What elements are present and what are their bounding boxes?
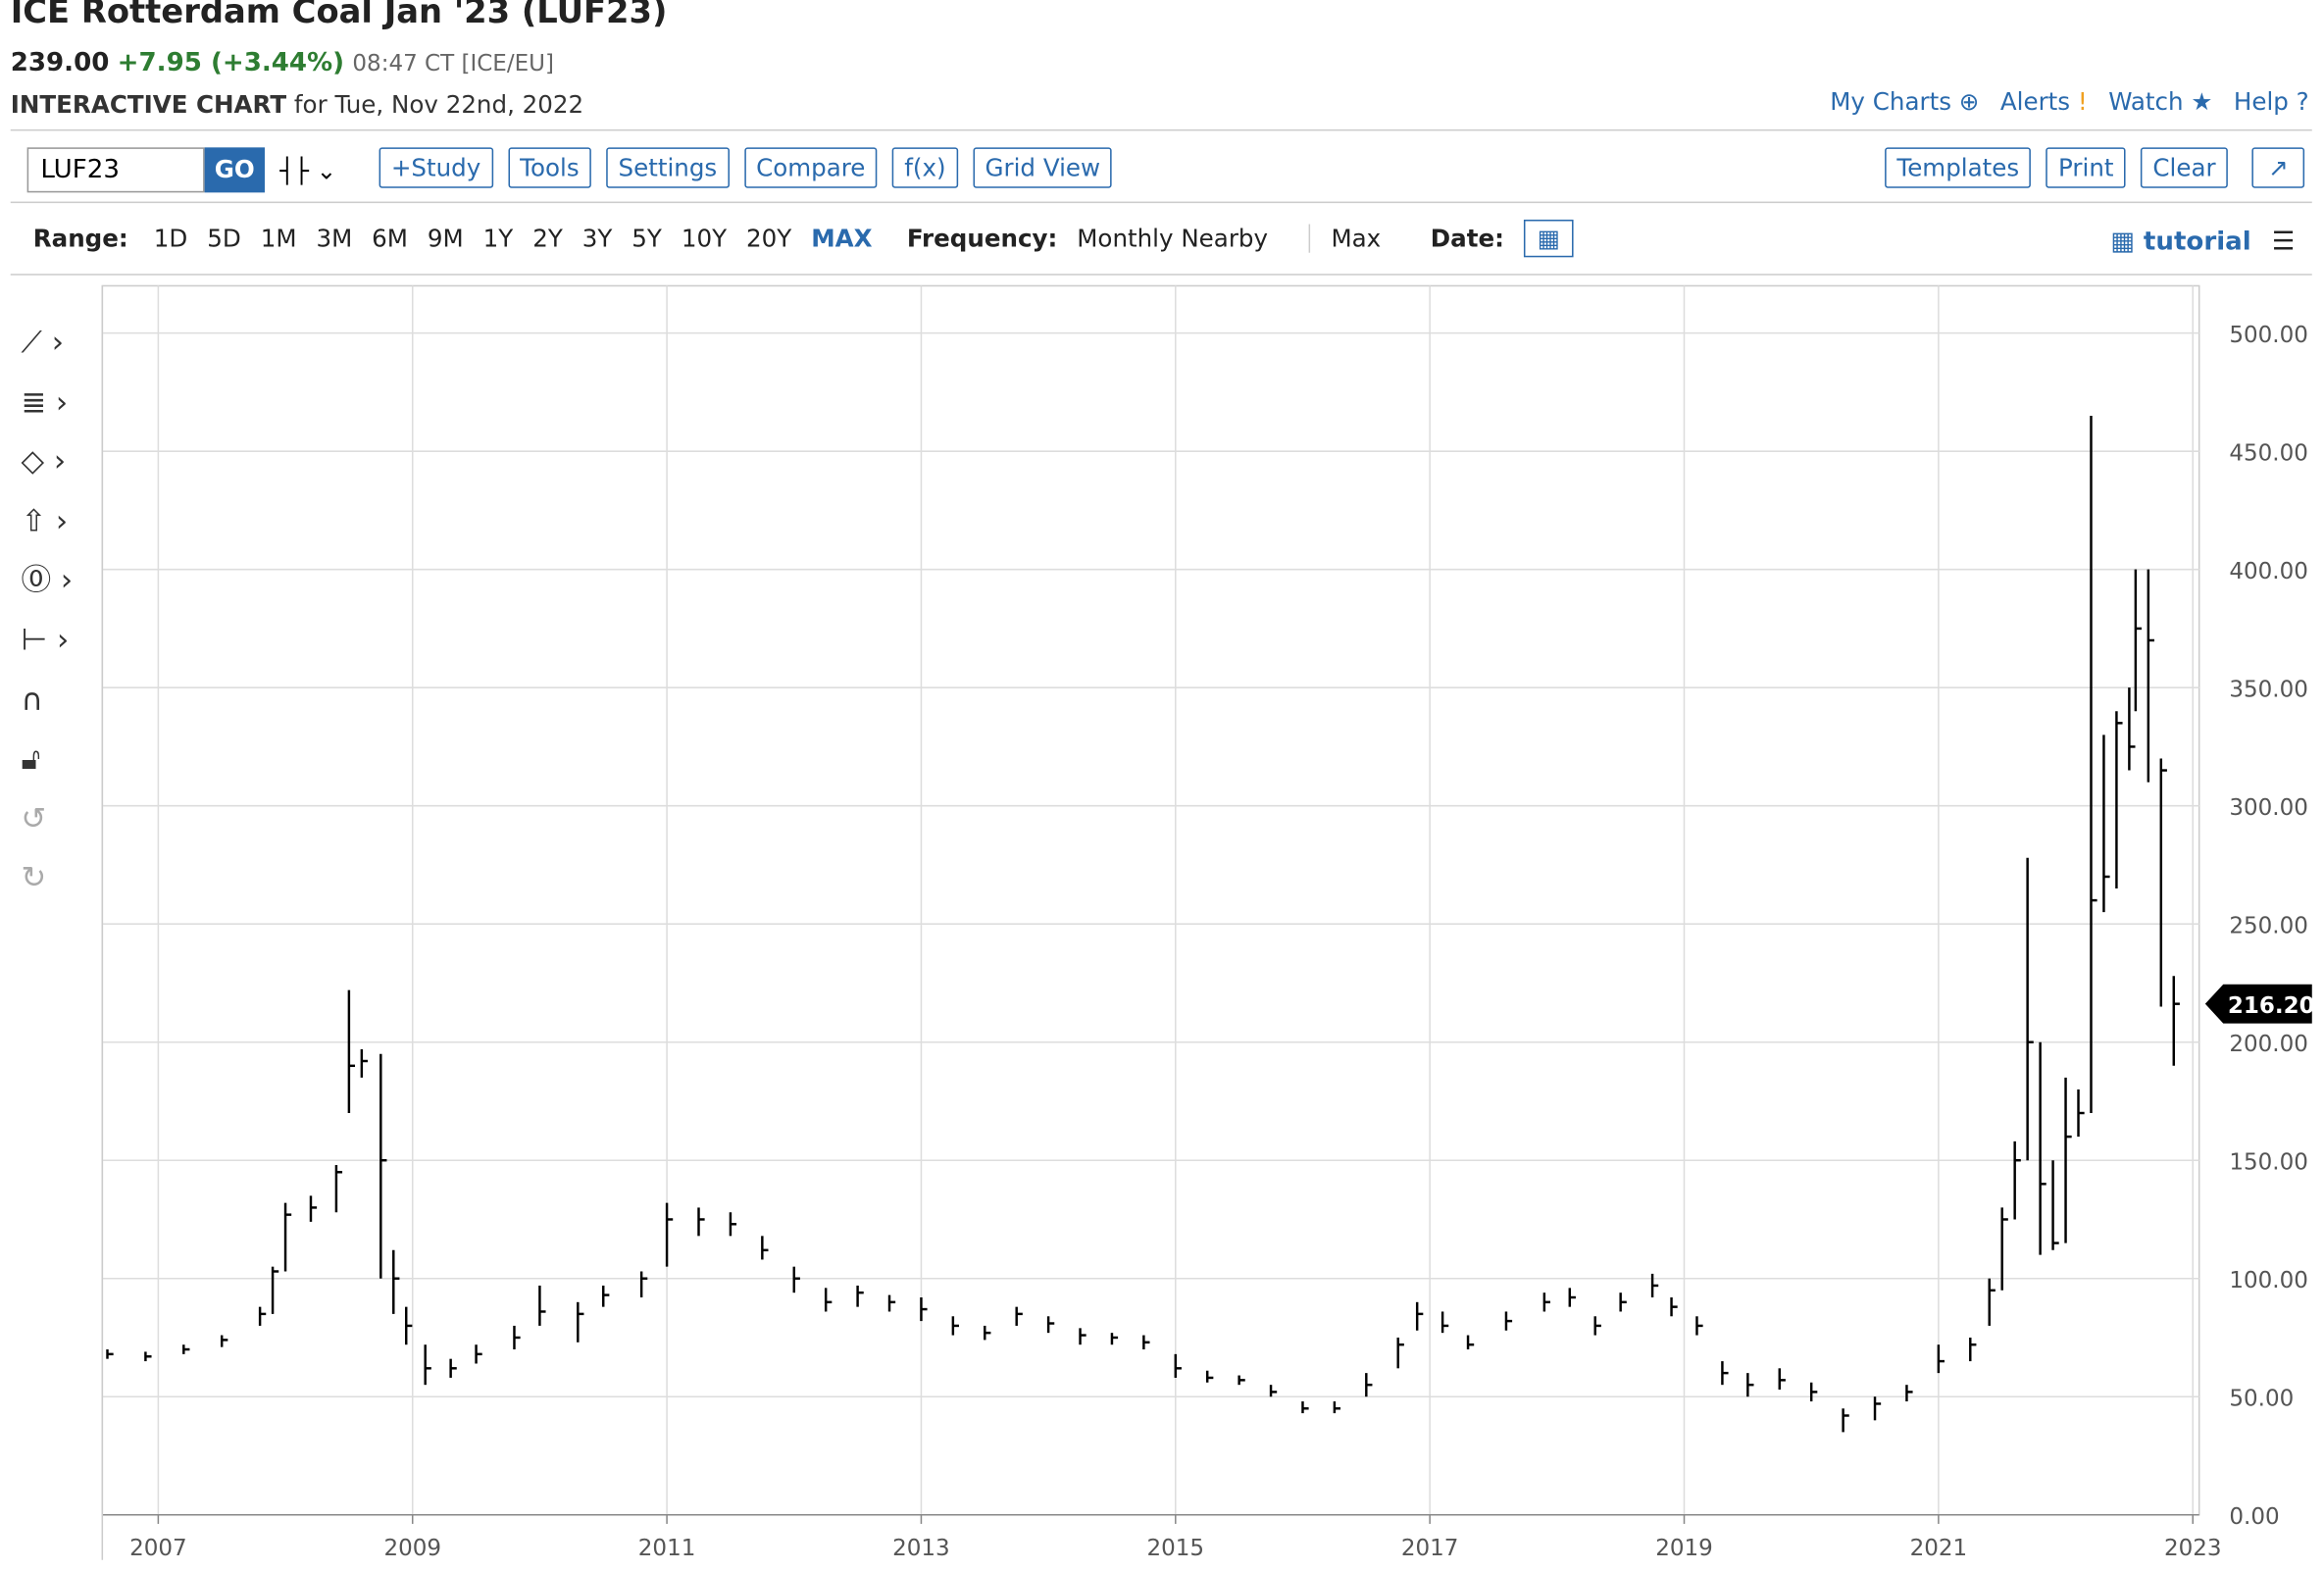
tool[interactable]: ∩ <box>21 681 43 718</box>
toolbar-left: +Study Tools Settings Compare f(x) Grid View <box>379 147 1113 188</box>
range-option[interactable]: 9M <box>427 224 464 253</box>
tool[interactable]: ⊢ › <box>21 621 70 658</box>
tutorial-link[interactable]: ▦ tutorial ☰ <box>2110 227 2296 258</box>
x-tick-label: 2007 <box>129 1536 187 1561</box>
x-tick-label: 2023 <box>2164 1536 2222 1561</box>
symbol-box: LUF23 GO ┤├ ⌄ <box>26 147 337 193</box>
range-option[interactable]: 2Y <box>532 224 563 253</box>
y-tick-label: 50.00 <box>2229 1386 2294 1411</box>
drawing-tools: ⟋ › ≣ › ◇ › ⇧ › ⓪ › ⊢ › ∩ 🔓︎ ↺ ↻ <box>21 313 73 908</box>
date-button[interactable]: ▦ <box>1523 219 1574 258</box>
chart-info: INTERACTIVE CHART for Tue, Nov 22nd, 202… <box>11 90 583 119</box>
range-label: Range: <box>32 224 128 253</box>
last-price: 239.00 <box>10 48 110 78</box>
top-links: My Charts ⊕ Alerts ! Watch ★ Help ? <box>1830 87 2308 116</box>
top-link[interactable]: Watch ★ <box>2108 86 2213 117</box>
title: ICE Rotterdam Coal Jan '23 (LUF23) <box>10 0 668 32</box>
frequency-label: Frequency: <box>906 224 1058 253</box>
y-tick-label: 300.00 <box>2229 795 2307 821</box>
tool[interactable]: ↻ <box>21 859 47 896</box>
y-tick-label: 500.00 <box>2229 323 2307 348</box>
expand-button[interactable]: ↗ <box>2251 147 2305 188</box>
tool[interactable]: 🔓︎ <box>21 739 41 777</box>
top-link[interactable]: My Charts ⊕ <box>1830 86 1980 117</box>
range-option[interactable]: 5Y <box>632 224 662 253</box>
toolbar-button[interactable]: Templates <box>1885 147 2032 188</box>
symbol-input[interactable]: LUF23 <box>26 147 205 193</box>
tool[interactable]: ◇ › <box>21 442 67 480</box>
x-tick-label: 2021 <box>1910 1536 1968 1561</box>
x-tick-label: 2011 <box>638 1536 696 1561</box>
toolbar-button[interactable]: +Study <box>379 147 493 188</box>
quote: 239.00 +7.95 (+3.44%) 08:47 CT [ICE/EU] <box>11 48 554 78</box>
range-option[interactable]: 20Y <box>746 224 792 253</box>
range-option[interactable]: 1Y <box>482 224 514 253</box>
y-tick-label: 150.00 <box>2229 1149 2307 1175</box>
toolbar-right: Templates Print Clear <box>1885 147 2228 188</box>
tool[interactable]: ↺ <box>21 799 47 836</box>
tool[interactable]: ⓪ › <box>21 561 74 598</box>
x-tick-label: 2015 <box>1147 1536 1205 1561</box>
tutorial-text: tutorial <box>2143 227 2251 258</box>
top-link[interactable]: Help ? <box>2233 86 2309 117</box>
date-label: Date: <box>1430 224 1504 253</box>
divider <box>10 128 2312 131</box>
range-option[interactable]: 3M <box>316 224 353 253</box>
period-select[interactable]: Max <box>1308 224 1381 253</box>
toolbar-button[interactable]: Grid View <box>973 147 1113 188</box>
top-link[interactable]: Alerts ! <box>1999 86 2088 117</box>
change: +7.95 (+3.44%) <box>117 48 345 78</box>
y-tick-label: 350.00 <box>2229 677 2307 702</box>
y-tick-label: 200.00 <box>2229 1032 2307 1057</box>
toolbar-button[interactable]: Compare <box>743 147 878 188</box>
chart-label: INTERACTIVE CHART <box>10 90 287 120</box>
time: 08:47 CT [ICE/EU] <box>352 49 554 77</box>
x-tick-label: 2013 <box>892 1536 950 1561</box>
toolbar-button[interactable]: Clear <box>2141 147 2228 188</box>
range-bar: Range: 1D 5D 1M 3M 6M 9M 1Y 2Y 3Y 5Y 10Y 20Y MAX Frequ… <box>32 219 1574 258</box>
range-option[interactable]: MAX <box>811 224 873 253</box>
toolbar-button[interactable]: Tools <box>507 147 591 188</box>
y-tick-label: 450.00 <box>2229 440 2307 466</box>
frequency-select[interactable]: Monthly Nearby <box>1077 224 1269 253</box>
divider <box>10 274 2312 276</box>
y-tick-label: 250.00 <box>2229 913 2307 938</box>
range-option[interactable]: 1D <box>153 224 188 253</box>
toolbar-button[interactable]: Print <box>2046 147 2126 188</box>
x-tick-label: 2019 <box>1655 1536 1713 1561</box>
x-tick-label: 2017 <box>1401 1536 1459 1561</box>
range-option[interactable]: 5D <box>207 224 241 253</box>
range-option[interactable]: 1M <box>260 224 297 253</box>
y-tick-label: 100.00 <box>2229 1268 2307 1293</box>
x-tick-label: 2009 <box>383 1536 441 1561</box>
tool[interactable]: ⟋ › <box>21 323 64 360</box>
range-option[interactable]: 10Y <box>681 224 728 253</box>
toolbar-button[interactable]: f(x) <box>892 147 958 188</box>
last-price-tag <box>2204 984 2312 1024</box>
chart-type-button[interactable]: ┤├ ⌄ <box>279 155 337 184</box>
divider <box>10 201 2312 204</box>
plot-frame <box>101 284 2200 1516</box>
chart-date: for Tue, Nov 22nd, 2022 <box>293 90 584 120</box>
range-option[interactable]: 6M <box>372 224 408 253</box>
toolbar-button[interactable]: Settings <box>606 147 730 188</box>
tool[interactable]: ⇧ › <box>21 502 69 538</box>
go-button[interactable]: GO <box>204 147 265 193</box>
range-option[interactable]: 3Y <box>581 224 613 253</box>
last-price-label: 216.20 <box>2228 993 2315 1019</box>
y-tick-label: 0.00 <box>2229 1504 2279 1530</box>
tool[interactable]: ≣ › <box>21 382 69 420</box>
y-tick-label: 400.00 <box>2229 559 2307 584</box>
